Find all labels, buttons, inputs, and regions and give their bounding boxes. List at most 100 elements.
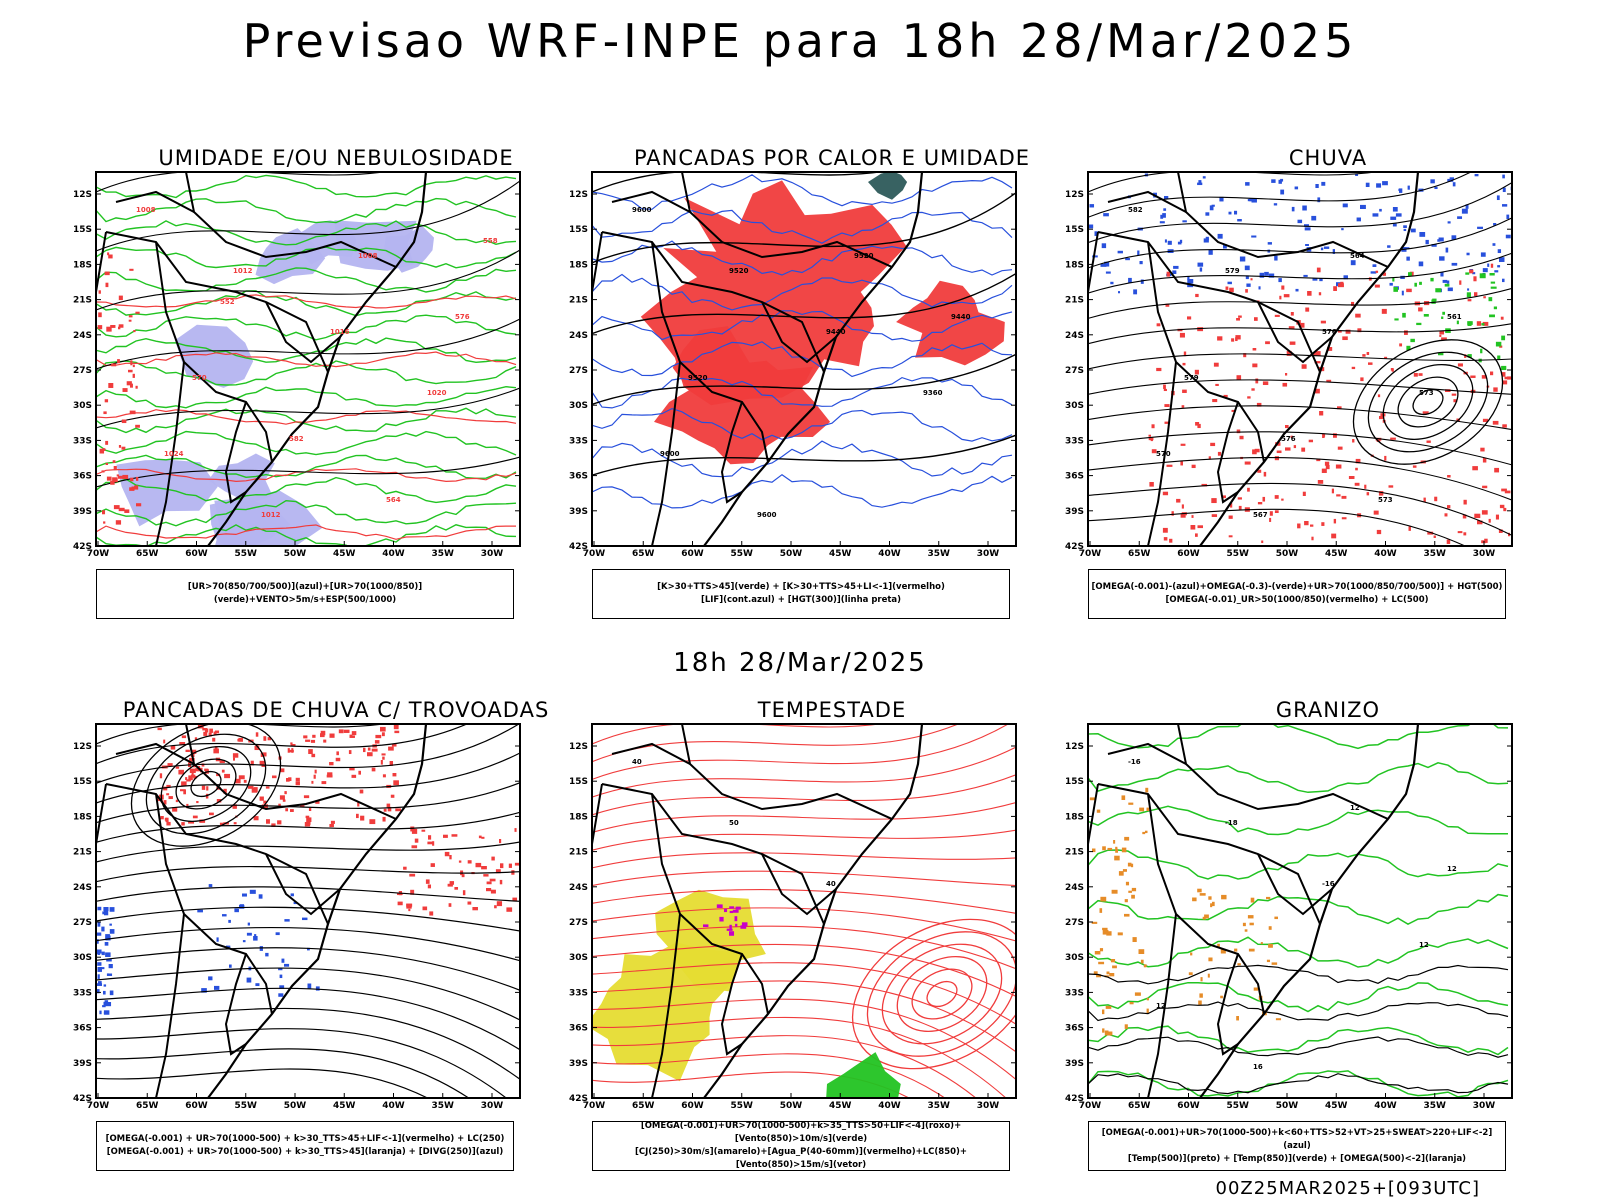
red-speckle xyxy=(129,487,135,491)
blue-speckle xyxy=(1203,238,1209,243)
red-speckle xyxy=(496,901,503,907)
country-border xyxy=(1147,793,1265,1015)
orange-speckle xyxy=(1192,897,1197,902)
lat-label: 36S xyxy=(569,1024,588,1034)
precipitable-water-contour xyxy=(592,1071,911,1098)
precipitable-water-contour xyxy=(881,943,1003,1045)
red-speckle xyxy=(122,388,128,392)
orange-speckle xyxy=(1212,901,1215,907)
plot-frame xyxy=(1087,171,1513,547)
red-speckle xyxy=(224,773,231,779)
contour-label: 576 xyxy=(1281,435,1296,443)
map-content: 1008 1012 1016 1020 1024 1012 1008 576 570 582 564… xyxy=(96,172,520,546)
orange-speckle xyxy=(1102,927,1108,931)
red-speckle xyxy=(512,897,518,901)
red-speckle xyxy=(191,749,197,754)
orange-speckle xyxy=(1146,997,1149,1001)
red-speckle xyxy=(1231,409,1235,412)
red-speckle xyxy=(432,841,435,846)
orange-speckle xyxy=(1268,943,1273,948)
red-speckle xyxy=(266,819,270,824)
red-speckle xyxy=(1162,491,1169,496)
blue-speckle xyxy=(102,911,108,915)
red-speckle xyxy=(388,746,394,751)
red-speckle xyxy=(105,282,109,288)
blue-speckle xyxy=(103,990,106,995)
red-speckle xyxy=(1197,423,1201,429)
red-speckle xyxy=(1384,455,1387,461)
height-contour xyxy=(1088,482,1512,536)
streamline xyxy=(96,987,520,1051)
purple-speckle xyxy=(740,925,747,929)
red-speckle xyxy=(1316,267,1321,273)
red-speckle xyxy=(306,817,312,822)
temp850-contour xyxy=(1088,1070,1509,1098)
contour-label: 9520 xyxy=(729,267,749,275)
panel-title: TEMPESTADE xyxy=(757,698,907,722)
red-speckle xyxy=(1477,520,1483,525)
red-speckle xyxy=(409,873,416,877)
orange-speckle xyxy=(1197,888,1202,893)
red-speckle xyxy=(223,788,227,794)
blue-speckle xyxy=(1372,213,1379,217)
red-speckle xyxy=(261,764,266,767)
red-speckle xyxy=(1364,484,1367,489)
precipitable-water-contour xyxy=(592,774,1016,816)
red-speckle xyxy=(1422,411,1429,414)
lon-label: 45W xyxy=(333,1101,356,1111)
blue-speckle xyxy=(1258,286,1261,290)
low-pressure-contour xyxy=(1367,351,1489,453)
red-speckle xyxy=(1412,465,1417,468)
red-speckle xyxy=(199,819,206,823)
temp500-contour xyxy=(1088,1073,1509,1095)
red-speckle xyxy=(462,890,466,896)
red-speckle xyxy=(1333,286,1337,291)
blue-speckle xyxy=(96,949,102,954)
red-speckle xyxy=(1254,317,1258,321)
red-speckle xyxy=(135,385,138,389)
blue-speckle xyxy=(1451,235,1457,240)
blue-speckle xyxy=(1280,189,1285,195)
lat-label: 36S xyxy=(73,472,92,482)
red-speckle xyxy=(110,325,116,328)
red-speckle xyxy=(183,789,187,795)
temp850-contour xyxy=(1088,762,1509,794)
lat-label: 39S xyxy=(73,1059,92,1069)
red-speckle xyxy=(1211,514,1218,517)
blue-speckle xyxy=(1092,255,1098,258)
lon-label: 35W xyxy=(1424,549,1447,559)
streamline-vortex xyxy=(145,733,267,835)
blue-speckle xyxy=(1312,278,1318,281)
orange-speckle xyxy=(1107,1031,1113,1036)
red-speckle xyxy=(192,815,198,819)
blue-speckle xyxy=(96,983,102,986)
precipitable-water-contour xyxy=(592,1016,1007,1098)
blue-speckle xyxy=(1493,223,1497,226)
red-speckle xyxy=(1315,351,1321,356)
red-speckle xyxy=(1321,468,1327,473)
red-speckle xyxy=(1314,361,1321,364)
orange-speckle xyxy=(1104,1030,1109,1036)
orange-speckle xyxy=(1271,962,1278,965)
red-speckle xyxy=(1373,510,1379,515)
contour-label: 12 xyxy=(1156,1002,1166,1010)
red-speckle xyxy=(118,445,122,448)
red-speckle xyxy=(371,767,376,772)
red-speckle xyxy=(371,748,378,752)
blue-speckle xyxy=(1496,195,1500,201)
orange-speckle xyxy=(1093,971,1098,975)
red-speckle xyxy=(202,728,208,731)
red-speckle xyxy=(106,326,112,332)
red-speckle xyxy=(215,730,220,734)
red-speckle xyxy=(458,860,462,863)
red-speckle xyxy=(1502,424,1507,428)
red-speckle xyxy=(1310,524,1314,527)
red-speckle xyxy=(1507,376,1512,380)
red-speckle xyxy=(272,775,277,779)
red-speckle xyxy=(299,804,305,808)
red-speckle xyxy=(1457,363,1463,367)
blue-speckle xyxy=(284,963,290,967)
country-border xyxy=(1216,401,1239,504)
red-speckle xyxy=(1317,480,1324,484)
red-speckle xyxy=(425,879,430,884)
